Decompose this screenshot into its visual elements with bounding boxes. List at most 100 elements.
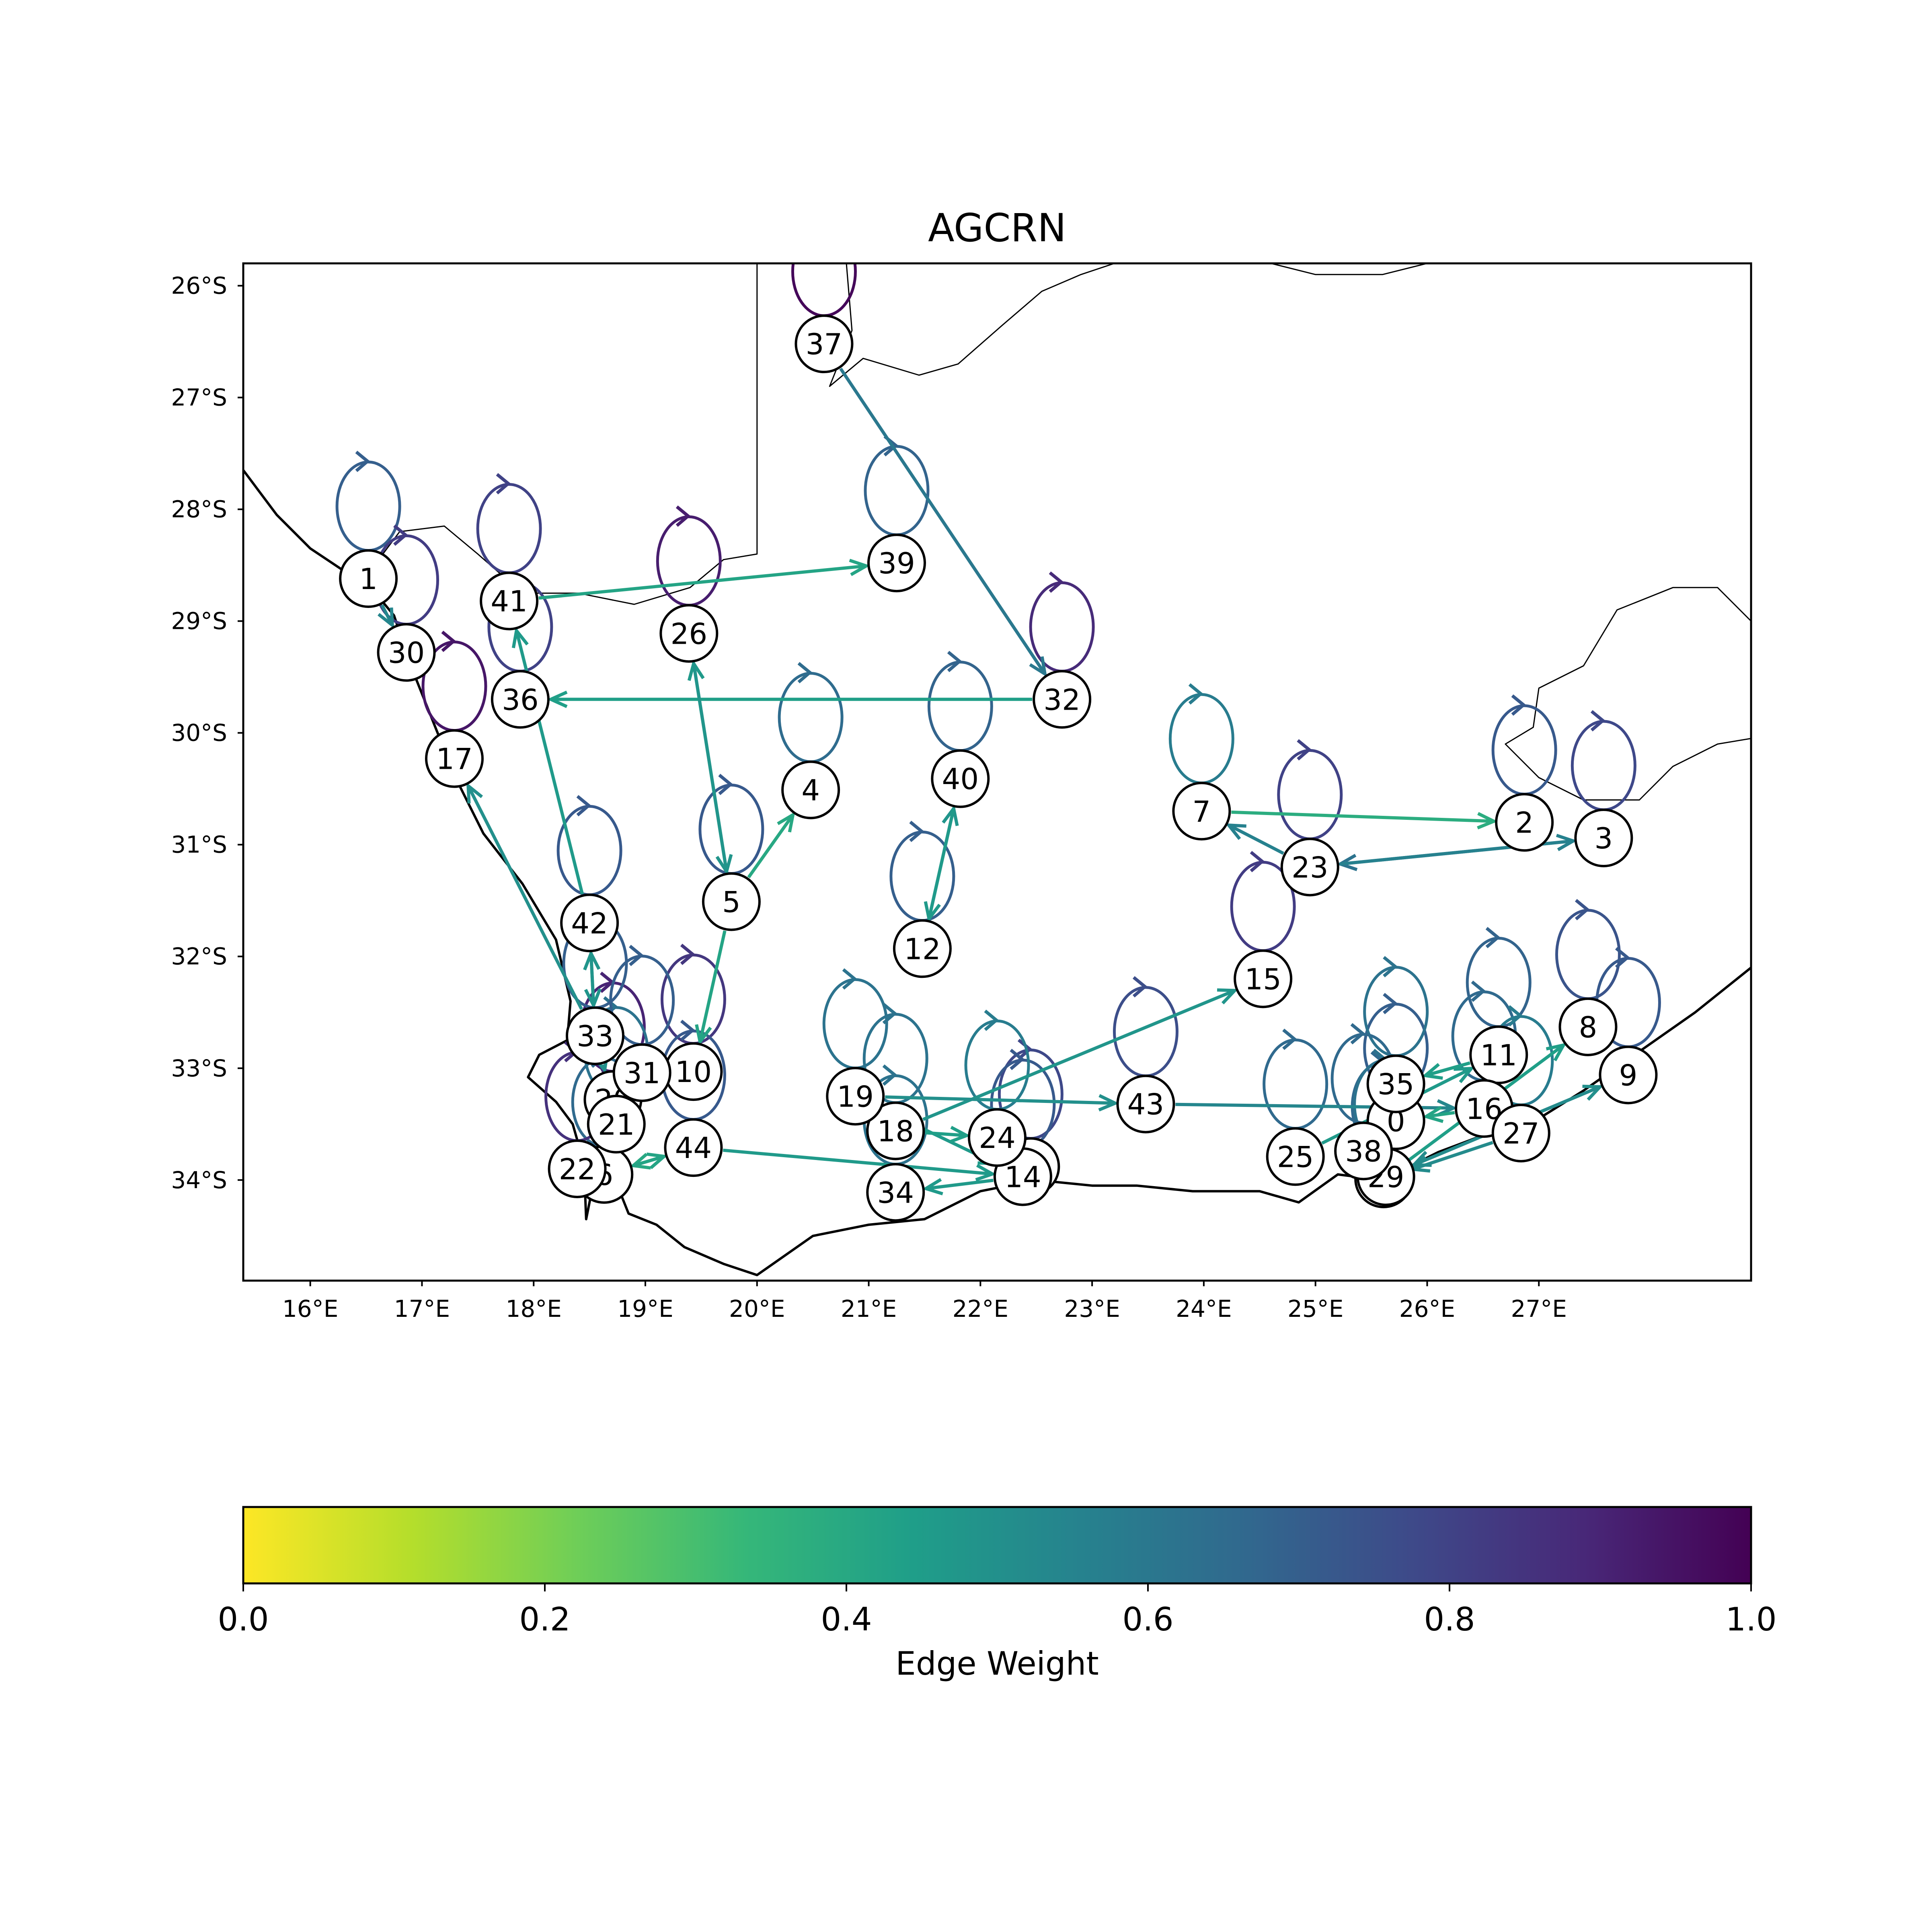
node-label: 8 xyxy=(1579,1010,1597,1044)
x-axis-ticks: 16°E 17°E 18°E 19°E 20°E 21°E 22°E 23°E 24°E 25°E… xyxy=(282,1281,1567,1322)
edge-line xyxy=(1425,1061,1471,1077)
node-label: 44 xyxy=(675,1131,712,1165)
self-loop-arrowhead xyxy=(1188,683,1203,705)
edge-line xyxy=(538,564,866,600)
edge-arrowhead xyxy=(924,901,941,923)
node-label: 40 xyxy=(942,762,979,796)
y-tick-label: 29°S xyxy=(171,608,227,635)
colorbar-tick-label: 0.0 xyxy=(218,1601,269,1638)
node-circle xyxy=(377,623,436,682)
edge-arrowhead xyxy=(1454,1067,1475,1083)
self-loop-arrowhead xyxy=(629,944,644,966)
node-label: 4 xyxy=(801,773,820,807)
node-label: 30 xyxy=(388,636,425,670)
y-tick-label: 33°S xyxy=(171,1055,227,1082)
edge-arrowhead xyxy=(975,1164,996,1181)
self-loop-arrowhead xyxy=(882,1064,897,1086)
colorbar-tick-label: 0.6 xyxy=(1122,1601,1173,1638)
edge-arrowhead xyxy=(1477,812,1498,829)
node-label: 2 xyxy=(1515,806,1534,840)
x-tick-label: 25°E xyxy=(1287,1295,1343,1322)
self-loop-arrowhead xyxy=(680,944,695,965)
nodes: 0123456789101112131415161718192021222324… xyxy=(339,314,1658,1222)
colorbar-label: Edge Weight xyxy=(895,1645,1098,1682)
node-circle xyxy=(560,893,619,953)
colorbar-tick-label: 1.0 xyxy=(1725,1601,1776,1638)
edge-line xyxy=(926,1178,994,1191)
self-loop-arrowhead xyxy=(1615,947,1630,969)
node-circle xyxy=(1280,838,1339,897)
node-circle xyxy=(480,571,539,630)
edge-arrowhead xyxy=(777,811,795,833)
node-label: 39 xyxy=(878,546,915,580)
x-tick-label: 18°E xyxy=(505,1295,561,1322)
node-label: 23 xyxy=(1291,850,1328,884)
node-circle xyxy=(1491,1104,1550,1163)
y-axis-ticks: 26°S 27°S 28°S 29°S 30°S 31°S 32°S 33°S 34°S xyxy=(171,272,243,1194)
node-label: 9 xyxy=(1619,1058,1638,1092)
self-loop-arrowhead xyxy=(393,524,408,546)
node-label: 10 xyxy=(675,1055,712,1089)
self-loop-arrowhead xyxy=(1471,980,1486,1002)
edge-arrowhead xyxy=(1098,1094,1119,1112)
edge-arrowhead xyxy=(378,607,394,629)
self-loop-arrowhead xyxy=(1017,1039,1033,1060)
edge-arrowhead xyxy=(547,690,568,708)
edge-arrowhead xyxy=(1029,656,1047,678)
y-tick-label: 34°S xyxy=(171,1166,227,1194)
self-loop-arrowhead xyxy=(441,630,456,652)
node-circle xyxy=(1033,670,1092,729)
node-circle xyxy=(702,872,761,931)
node-circle xyxy=(612,1043,671,1102)
node-circle xyxy=(425,729,484,788)
edge-line xyxy=(1426,1111,1455,1118)
edge-arrowhead xyxy=(715,854,733,876)
node-label: 21 xyxy=(598,1108,635,1142)
self-loop-arrowhead xyxy=(1010,1049,1025,1070)
self-loop-arrowhead xyxy=(1350,1023,1365,1045)
edge-line xyxy=(589,953,595,1006)
node-label: 19 xyxy=(837,1080,874,1113)
node-circle xyxy=(587,1094,646,1154)
x-tick-label: 27°E xyxy=(1511,1295,1567,1322)
edge-arrowhead xyxy=(922,1178,943,1195)
node-label: 41 xyxy=(491,585,528,618)
node-circle xyxy=(866,1101,925,1160)
self-loop-arrowhead xyxy=(1575,899,1590,920)
self-loop-arrowhead xyxy=(1590,710,1606,732)
node-circle xyxy=(1116,1074,1175,1133)
node-label: 35 xyxy=(1378,1068,1415,1101)
y-tick-label: 26°S xyxy=(171,272,227,300)
node-circle xyxy=(866,1163,925,1222)
node-label: 17 xyxy=(436,742,473,776)
edge-arrowhead xyxy=(695,1024,712,1046)
x-tick-label: 21°E xyxy=(841,1295,897,1322)
edge-arrowhead xyxy=(1225,823,1246,840)
y-tick-label: 27°S xyxy=(171,384,227,411)
node-circle xyxy=(566,1006,624,1066)
x-tick-label: 20°E xyxy=(729,1295,785,1322)
node-label: 31 xyxy=(624,1056,661,1090)
x-tick-label: 23°E xyxy=(1064,1295,1120,1322)
edge-line xyxy=(698,930,727,1042)
node-label: 22 xyxy=(559,1152,596,1186)
node-label: 24 xyxy=(979,1121,1016,1155)
edge-line xyxy=(885,1095,1115,1105)
node-circle xyxy=(1574,809,1633,868)
node-label: 26 xyxy=(671,617,708,651)
node-circle xyxy=(1234,949,1293,1008)
edge-line xyxy=(925,1131,967,1137)
edge-line xyxy=(927,807,956,919)
node-circle xyxy=(795,314,854,374)
colorbar: 0.0 0.2 0.4 0.6 0.8 1.0 Edge Weight xyxy=(218,1506,1777,1682)
node-circle xyxy=(548,1139,607,1198)
edge-arrowhead xyxy=(1556,834,1577,851)
self-loop-arrowhead xyxy=(842,968,857,990)
colorbar-ticks: 0.0 0.2 0.4 0.6 0.8 1.0 xyxy=(218,1583,1777,1638)
node-label: 11 xyxy=(1480,1038,1517,1072)
colorbar-tick-label: 0.4 xyxy=(821,1601,872,1638)
border-line xyxy=(1505,587,1751,801)
node-circle xyxy=(1366,1054,1425,1113)
self-loop-arrowhead xyxy=(812,217,823,236)
